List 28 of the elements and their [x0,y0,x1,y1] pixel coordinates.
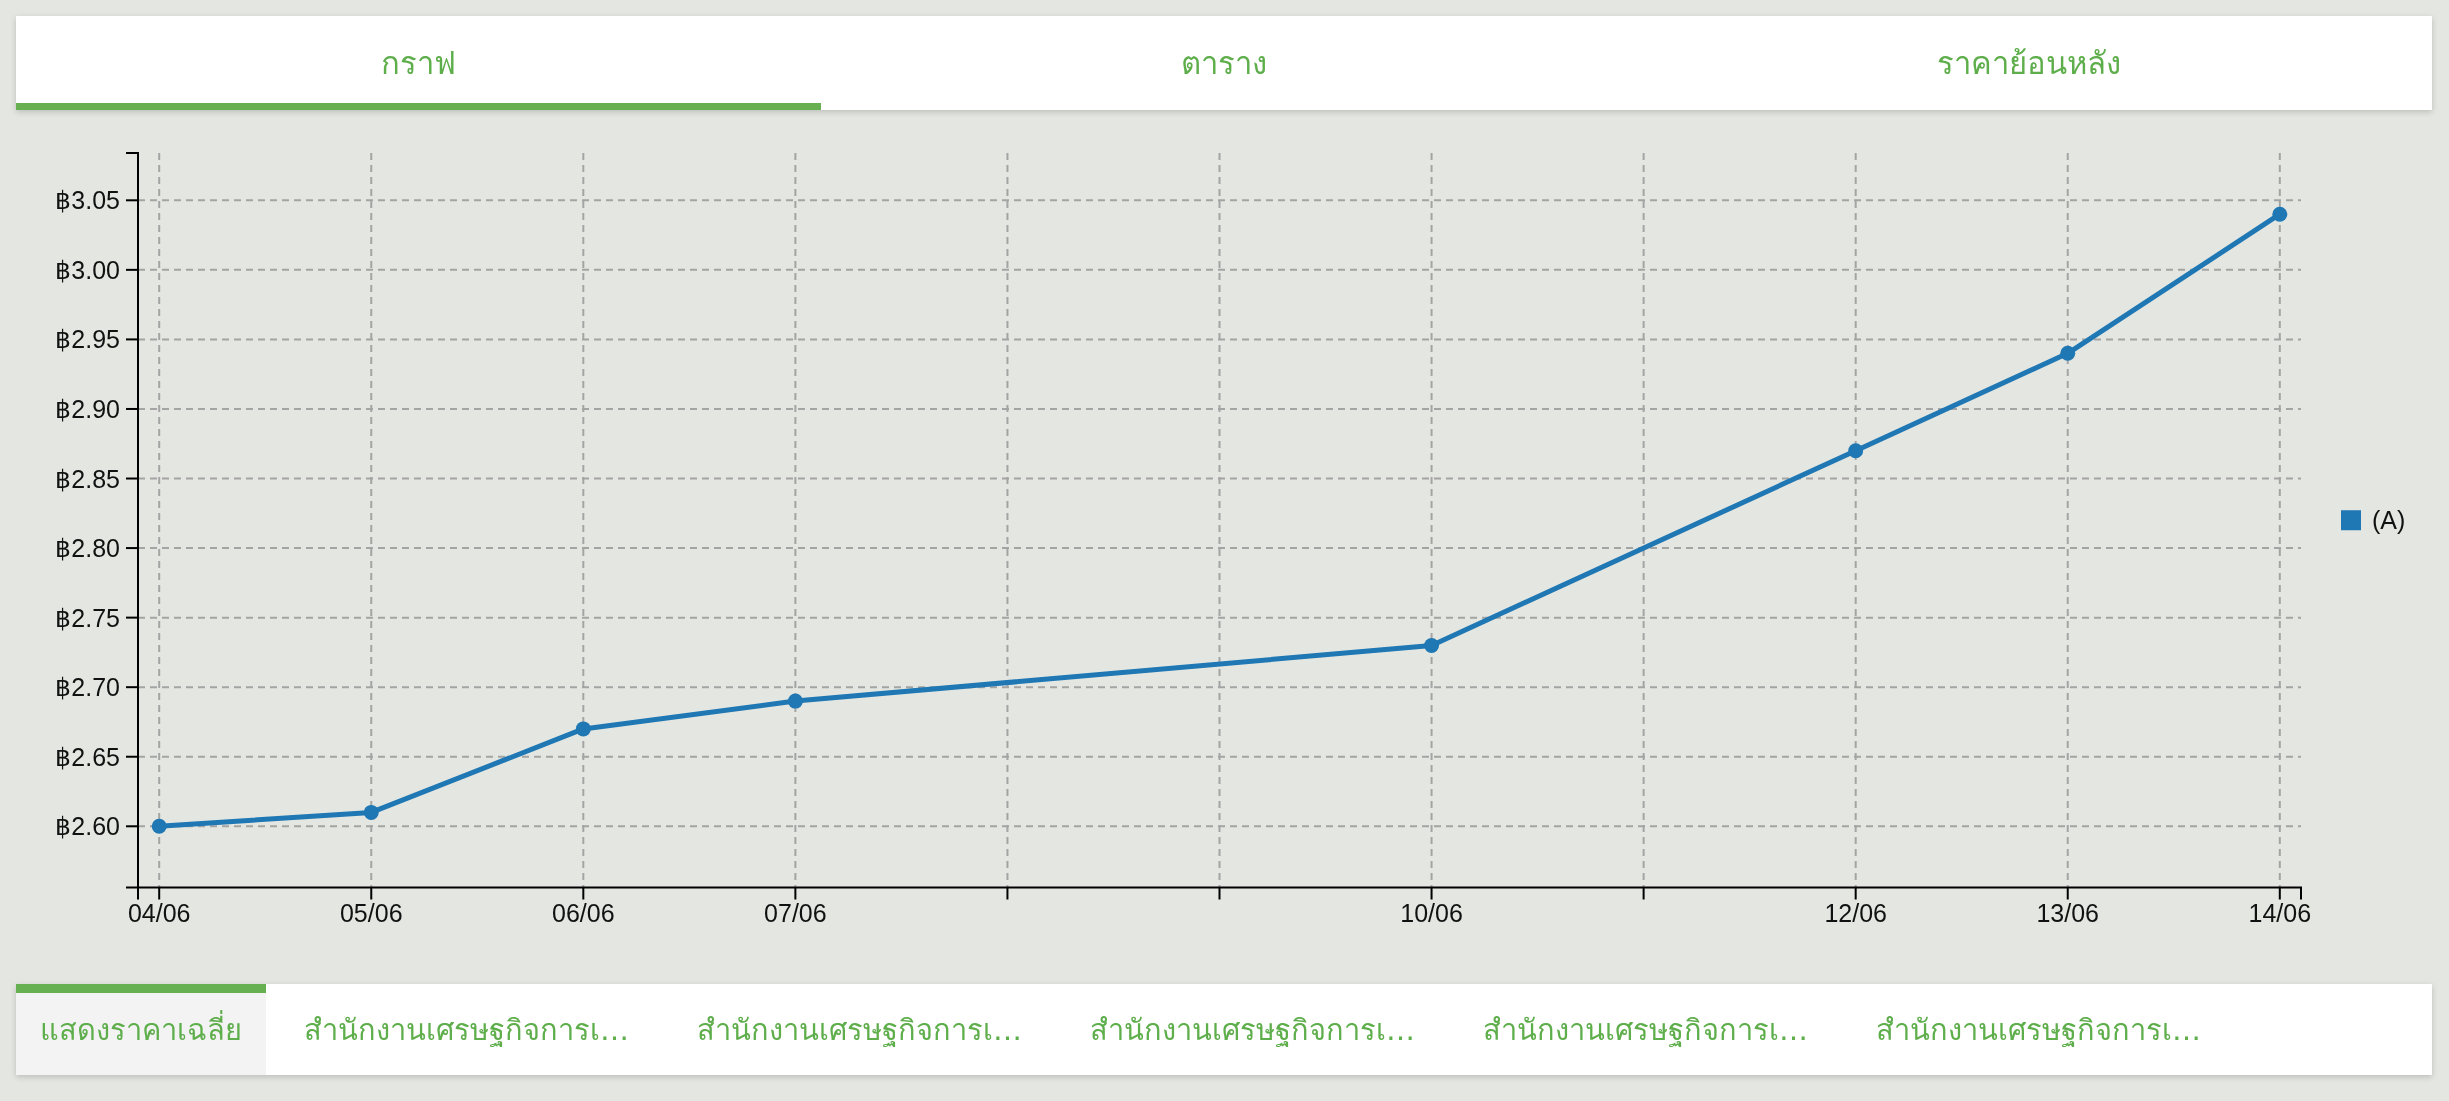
legend-label: (A) [2372,506,2406,535]
y-tick-label: ฿2.75 [55,603,120,632]
y-tick-label: ฿2.65 [55,742,120,771]
point [2060,345,2076,361]
point [1848,443,1864,459]
point [1424,637,1440,653]
y-tick-label: ฿3.05 [55,186,120,215]
x-tick-label: 05/06 [339,898,403,927]
y-tick-label: ฿3.00 [55,255,120,284]
x-tick-label: 07/06 [764,898,827,927]
y-tick-label: ฿2.85 [55,464,120,493]
x-tick-label: 12/06 [1824,898,1887,927]
x-tick-label: 06/06 [552,898,615,927]
point [363,804,379,820]
point [151,818,167,834]
y-tick-label: ฿2.95 [55,325,120,354]
point [787,693,803,709]
point [2272,206,2288,222]
y-tick-label: ฿2.90 [55,394,120,423]
x-tick-label: 10/06 [1400,898,1463,927]
y-tick-label: ฿2.60 [55,812,120,841]
x-tick-label: 14/06 [2248,898,2312,927]
legend: (A) [2341,506,2406,535]
point [575,721,591,737]
x-tick-label: 04/06 [127,898,191,927]
y-tick-label: ฿2.70 [55,673,120,702]
y-tick-label: ฿2.80 [55,534,120,563]
x-tick-label: 13/06 [2036,898,2100,927]
